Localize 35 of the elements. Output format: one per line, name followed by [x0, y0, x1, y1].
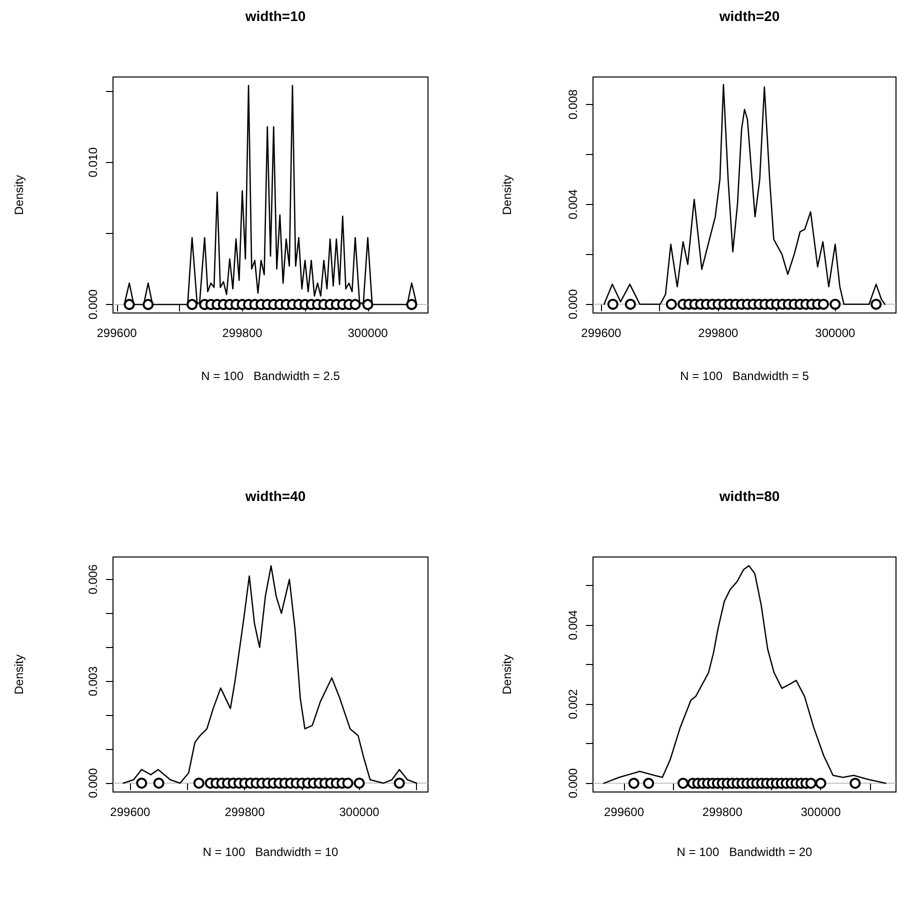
chart-title: width=20 — [718, 8, 780, 24]
chart-title: width=40 — [244, 488, 306, 504]
x-tick-label: 299800 — [224, 804, 266, 818]
x-tick-label: 299800 — [698, 326, 739, 340]
chart-title: width=80 — [718, 488, 780, 504]
y-tick-label: 0.004 — [566, 609, 580, 640]
y-axis-title: Density — [12, 654, 26, 694]
x-axis-title: N = 100 Bandwidth = 5 — [680, 369, 810, 383]
y-tick-label: 0.010 — [86, 146, 100, 178]
x-tick-label: 299600 — [604, 804, 644, 818]
y-tick-label: 0.000 — [566, 767, 580, 798]
y-axis-title: Density — [500, 174, 514, 216]
x-tick-label: 299600 — [110, 804, 151, 818]
x-tick-label: 300000 — [348, 326, 388, 340]
x-tick-label: 300000 — [339, 804, 380, 818]
y-tick-label: 0.004 — [566, 189, 580, 220]
x-axis-title: N = 100 Bandwidth = 20 — [676, 844, 813, 858]
x-tick-label: 299600 — [581, 326, 622, 340]
x-tick-label: 300000 — [815, 326, 856, 340]
y-tick-label: 0.008 — [566, 89, 580, 120]
x-tick-label: 300000 — [800, 804, 842, 818]
y-tick-label: 0.003 — [86, 665, 100, 696]
x-tick-label: 299800 — [702, 804, 743, 818]
chart-title: width=10 — [244, 8, 306, 24]
x-tick-label: 299600 — [96, 326, 138, 340]
y-axis-title: Density — [500, 654, 514, 694]
x-tick-label: 299800 — [222, 326, 263, 340]
y-tick-label: 0.000 — [86, 767, 100, 798]
y-tick-label: 0.000 — [86, 289, 100, 320]
y-tick-label: 0.002 — [566, 688, 580, 719]
x-axis-title: N = 100 Bandwidth = 2.5 — [201, 369, 340, 383]
x-axis-title: N = 100 Bandwidth = 10 — [202, 844, 339, 858]
y-tick-label: 0.000 — [566, 288, 580, 320]
y-axis-title: Density — [12, 174, 26, 216]
y-tick-label: 0.006 — [86, 564, 100, 594]
